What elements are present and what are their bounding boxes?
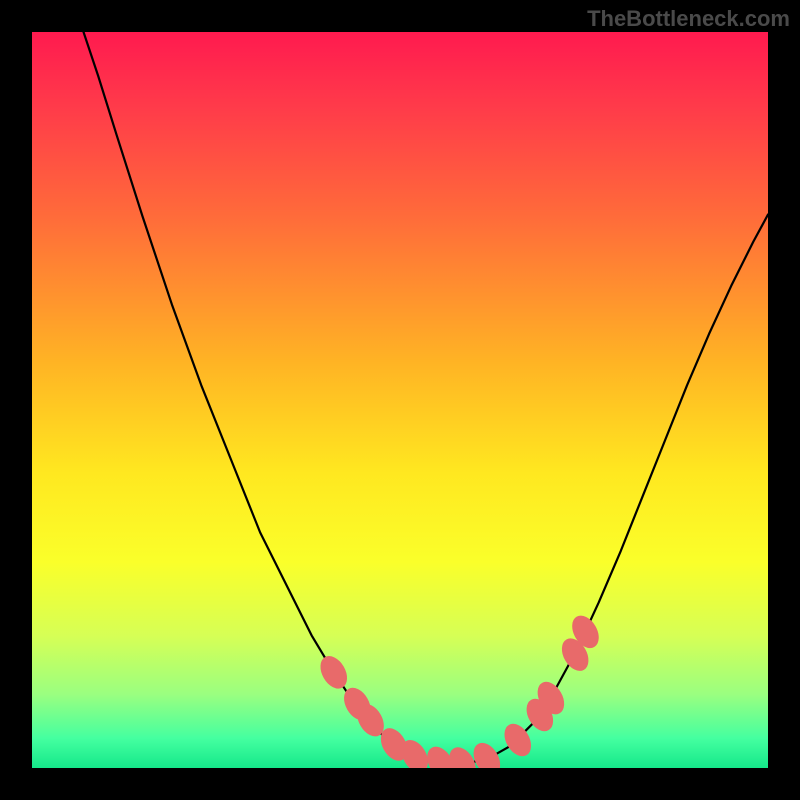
watermark-text: TheBottleneck.com	[587, 6, 790, 32]
curve-marker	[316, 652, 352, 692]
chart-container: TheBottleneck.com	[0, 0, 800, 800]
plot-area	[32, 32, 768, 768]
curve-layer	[32, 32, 768, 768]
bottleneck-curve	[84, 32, 768, 764]
marker-group	[316, 612, 604, 768]
